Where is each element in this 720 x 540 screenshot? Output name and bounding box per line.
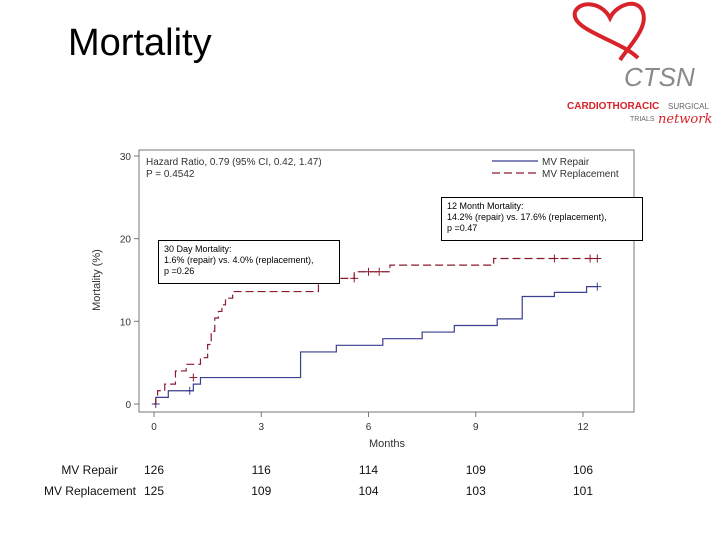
stats-p-value: P = 0.4542 bbox=[146, 169, 195, 180]
y-axis-label: Mortality (%) bbox=[91, 249, 103, 311]
y-tick-label: 0 bbox=[125, 400, 131, 411]
risk-cell: 114 bbox=[358, 463, 379, 477]
annotation-12-month: 12 Month Mortality: 14.2% (repair) vs. 1… bbox=[441, 197, 643, 241]
risk-cell: 116 bbox=[251, 463, 271, 477]
risk-label-replacement: MV Replacement bbox=[43, 484, 136, 498]
y-tick-label: 20 bbox=[120, 235, 132, 246]
logo-sub1: CARDIOTHORACIC bbox=[567, 101, 659, 112]
risk-cell: 104 bbox=[358, 484, 379, 498]
logo-sub3: TRIALS bbox=[630, 116, 655, 123]
x-tick-label: 0 bbox=[151, 422, 157, 433]
annotation-30-day: 30 Day Mortality: 1.6% (repair) vs. 4.0%… bbox=[158, 240, 340, 284]
y-tick-label: 10 bbox=[120, 317, 132, 328]
annotation-line: 1.6% (repair) vs. 4.0% (replacement), bbox=[164, 255, 314, 265]
logo-main: CTSN bbox=[624, 62, 695, 92]
plot-frame bbox=[138, 149, 635, 413]
stats-hazard-ratio: Hazard Ratio, 0.79 (95% CI, 0.42, 1.47) bbox=[146, 157, 322, 168]
x-axis-label: Months bbox=[369, 438, 406, 450]
y-tick-label: 30 bbox=[120, 152, 132, 163]
risk-cell: 109 bbox=[465, 463, 486, 477]
risk-cell: 125 bbox=[143, 484, 165, 498]
x-tick-label: 3 bbox=[258, 422, 264, 433]
legend-label: MV Replacement bbox=[542, 169, 619, 180]
logo-sub4: network bbox=[658, 112, 712, 127]
heart-icon bbox=[572, 1, 646, 62]
series-line-repair bbox=[154, 286, 598, 405]
x-tick-label: 12 bbox=[577, 422, 589, 433]
risk-cell: 126 bbox=[143, 463, 165, 477]
x-tick-label: 9 bbox=[473, 422, 479, 433]
annotation-line: p =0.26 bbox=[164, 266, 195, 276]
annotation-line: 14.2% (repair) vs. 17.6% (replacement), bbox=[447, 212, 607, 222]
legend-label: MV Repair bbox=[542, 157, 590, 168]
risk-cell: 109 bbox=[251, 484, 272, 498]
x-tick-label: 6 bbox=[366, 422, 372, 433]
ctsn-logo: CTSN CARDIOTHORACIC SURGICAL TRIALS netw… bbox=[567, 1, 712, 127]
slide-title: Mortality bbox=[68, 22, 212, 64]
risk-label-repair: MV Repair bbox=[61, 463, 118, 477]
annotation-line: p =0.47 bbox=[447, 223, 478, 233]
risk-cell: 106 bbox=[572, 463, 594, 477]
annotation-line: 12 Month Mortality: bbox=[447, 201, 524, 211]
risk-cell: 103 bbox=[465, 484, 486, 498]
risk-cell: 101 bbox=[572, 484, 594, 498]
logo-sub2: SURGICAL bbox=[668, 102, 709, 111]
annotation-line: 30 Day Mortality: bbox=[164, 244, 232, 254]
series-line-replacement bbox=[154, 257, 598, 405]
